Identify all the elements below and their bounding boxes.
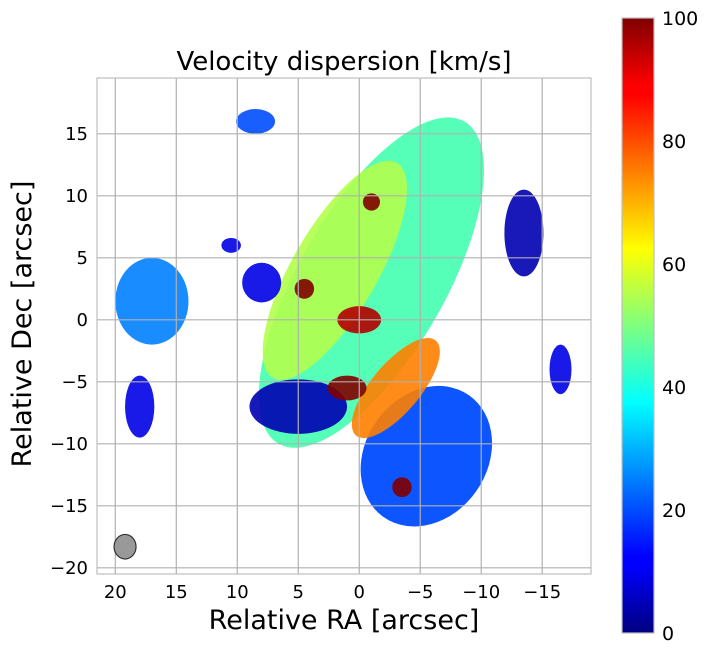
x-tick-label: 10: [226, 582, 249, 603]
colorbar-tick-label: 100: [662, 8, 698, 30]
y-tick-label: 10: [65, 186, 88, 207]
beam-ellipse: [113, 533, 137, 560]
dispersion-region: [504, 189, 544, 277]
x-axis-label: Relative RA [arcsec]: [209, 605, 480, 636]
y-tick-label: −10: [50, 434, 88, 455]
dispersion-region: [125, 375, 155, 438]
colorbar-ticks: 0 20 40 60 80 100: [662, 8, 698, 645]
x-tick-label: 15: [165, 582, 188, 603]
x-tick-label: −5: [407, 582, 434, 603]
colorbar-tick-label: 40: [662, 377, 686, 399]
dispersion-region: [115, 257, 189, 345]
colorbar-tick-label: 60: [662, 254, 686, 276]
y-tick-label: −5: [61, 372, 88, 393]
x-tick-label: −15: [523, 582, 561, 603]
colorbar-tick-label: 20: [662, 500, 686, 522]
dispersion-region: [362, 193, 380, 211]
dispersion-region: [392, 477, 412, 498]
colorbar-tick-label: 80: [662, 131, 686, 153]
y-tick-label: −20: [50, 558, 88, 579]
y-tick-label: −15: [50, 496, 88, 517]
dispersion-region: [242, 262, 282, 303]
plot-border: [96, 77, 592, 575]
y-tick-label: 0: [77, 310, 88, 331]
dispersion-region: [236, 109, 276, 134]
x-tick-label: 0: [354, 582, 365, 603]
dispersion-region: [351, 337, 440, 439]
dispersion-map: [115, 109, 572, 527]
dispersion-region: [294, 278, 315, 299]
dispersion-region: [549, 344, 572, 395]
y-tick-label: 15: [65, 124, 88, 145]
chart-title: Velocity dispersion [km/s]: [176, 47, 511, 77]
dispersion-region: [327, 375, 367, 401]
dispersion-region: [221, 237, 241, 253]
grid-lines: [97, 78, 591, 574]
x-axis-ticks: 20 15 10 5 0 −5 −10 −15: [104, 582, 561, 603]
y-axis-label: Relative Dec [arcsec]: [7, 181, 38, 468]
colorbar-tick-label: 0: [662, 623, 674, 645]
x-tick-label: 5: [293, 582, 304, 603]
colorbar: [621, 17, 655, 634]
x-tick-label: 20: [104, 582, 127, 603]
y-axis-ticks: 15 10 5 0 −5 −10 −15 −20: [50, 124, 88, 579]
x-tick-label: −10: [462, 582, 500, 603]
y-tick-label: 5: [77, 248, 88, 269]
